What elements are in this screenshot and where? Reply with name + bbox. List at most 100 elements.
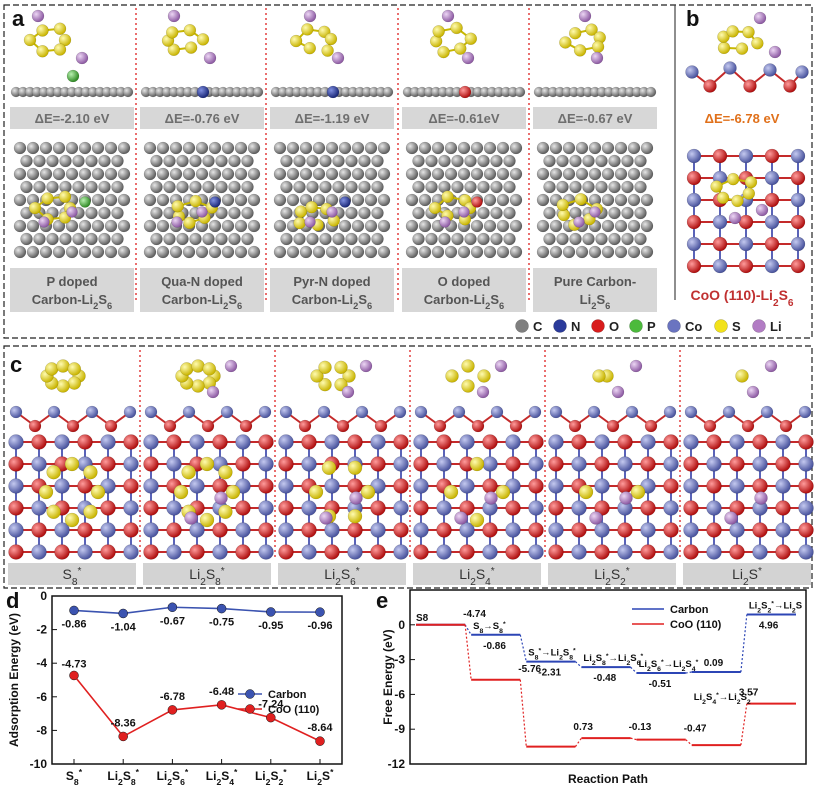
data-label: -6.78 bbox=[160, 691, 185, 703]
coo-delta: -0.13 bbox=[629, 722, 652, 733]
carbon-delta: -0.48 bbox=[593, 673, 616, 684]
panel-letter-b: b bbox=[686, 6, 699, 31]
carbon-delta: 0.09 bbox=[704, 658, 724, 669]
energy-label: ΔE=-0.61eV bbox=[428, 111, 499, 126]
x-tick-label: Li2S2* bbox=[255, 767, 287, 787]
legend-label: CoO (110) bbox=[670, 619, 722, 631]
connector bbox=[630, 666, 637, 674]
legend-swatch bbox=[553, 319, 567, 333]
data-label: -8.36 bbox=[111, 717, 136, 729]
connector bbox=[464, 624, 472, 636]
structure-label: Qua-N doped bbox=[161, 274, 243, 289]
step-label: Li2S2*→Li2S bbox=[749, 600, 802, 614]
data-point bbox=[216, 700, 227, 710]
energy-label: ΔE=-2.10 eV bbox=[35, 111, 110, 126]
carbon-delta: -2.31 bbox=[538, 668, 561, 679]
coo-delta: -0.47 bbox=[684, 724, 707, 735]
data-label: -1.04 bbox=[111, 621, 137, 633]
data-point bbox=[315, 736, 325, 746]
connector bbox=[685, 671, 692, 674]
structure-label: Carbon-Li2S6 bbox=[32, 292, 112, 311]
energy-label: ΔE=-0.76 eV bbox=[165, 111, 240, 126]
connector bbox=[685, 739, 693, 746]
legend-label: Li bbox=[770, 319, 782, 334]
y-tick-label: -3 bbox=[394, 653, 405, 667]
data-label: -0.95 bbox=[258, 620, 283, 632]
legend-swatch bbox=[752, 319, 766, 333]
y-tick-label: -10 bbox=[30, 757, 48, 771]
legend-label: S bbox=[732, 319, 741, 334]
species-label: Li2S* bbox=[732, 566, 762, 588]
structure-label-b: CoO (110)-Li2S6 bbox=[690, 287, 793, 309]
coo-delta: 0.73 bbox=[573, 722, 593, 733]
plot-frame-d bbox=[51, 595, 343, 765]
y-tick-label: -12 bbox=[388, 757, 406, 771]
panel-a-column: ΔE=-0.67 eV Pure Carbon- Li2S6 bbox=[533, 9, 657, 312]
data-point bbox=[118, 731, 128, 742]
panel-a-column: ΔE=-0.76 eV Qua-N doped Carbon-Li2S6 bbox=[140, 9, 264, 312]
data-label: -6.48 bbox=[209, 686, 234, 698]
panel-a-column: ΔE=-1.19 eV Pyr-N doped Carbon-Li2S6 bbox=[270, 9, 394, 312]
x-axis-label: Reaction Path bbox=[568, 772, 648, 786]
data-point bbox=[266, 607, 276, 617]
y-tick-label: -6 bbox=[394, 687, 405, 701]
connector bbox=[519, 679, 527, 747]
connector bbox=[630, 737, 637, 741]
x-tick-label: Li2S6* bbox=[157, 767, 189, 787]
panel-letter-a: a bbox=[12, 6, 25, 31]
y-tick-label: -2 bbox=[36, 623, 47, 637]
carbon-delta: 4.96 bbox=[759, 620, 779, 631]
step-label: S8→S8* bbox=[473, 620, 506, 634]
x-tick-label: Li2S4* bbox=[206, 767, 238, 787]
data-point bbox=[69, 670, 79, 681]
step-label: Li2S8*→Li2S6* bbox=[583, 653, 643, 667]
data-point bbox=[216, 603, 227, 614]
panel-letter-e: e bbox=[376, 588, 388, 613]
y-tick-label: 0 bbox=[398, 618, 405, 632]
species-label: Li2S4* bbox=[459, 566, 494, 588]
data-point bbox=[266, 712, 276, 723]
structure-label: O doped bbox=[438, 274, 491, 289]
panel-letter-c: c bbox=[10, 352, 22, 377]
coo-delta: 3.57 bbox=[739, 688, 759, 699]
legend-label: Co bbox=[685, 319, 702, 334]
x-tick-label: Li2S8* bbox=[107, 767, 139, 787]
legend-label: Carbon bbox=[670, 604, 709, 616]
series-line bbox=[73, 606, 321, 615]
legend-label: C bbox=[533, 319, 543, 334]
energy-label: ΔE=-0.67 eV bbox=[558, 111, 633, 126]
data-point bbox=[315, 607, 325, 617]
legend-label: O bbox=[609, 319, 619, 334]
species-label: S8* bbox=[63, 566, 82, 588]
structure-label: Pyr-N doped bbox=[293, 274, 370, 289]
plot-frame-e bbox=[409, 589, 807, 765]
connector bbox=[519, 634, 527, 662]
structure-label: Pure Carbon- bbox=[554, 274, 636, 289]
y-axis-label: Adsorption Energy (eV) bbox=[7, 613, 21, 747]
energy-label-b: ΔE=-6.78 eV bbox=[705, 111, 780, 126]
structure-label: Carbon-Li2S6 bbox=[292, 292, 372, 311]
data-label: -8.64 bbox=[307, 722, 333, 734]
y-tick-label: -9 bbox=[394, 722, 405, 736]
legend-swatch bbox=[714, 319, 728, 333]
panel-letter-d: d bbox=[6, 588, 19, 613]
data-point bbox=[118, 608, 128, 619]
series-line bbox=[73, 674, 321, 742]
connector bbox=[574, 737, 582, 747]
y-tick-label: -6 bbox=[36, 690, 47, 704]
species-label: Li2S6* bbox=[324, 566, 359, 588]
data-point bbox=[69, 605, 79, 616]
step-label: Li2S6*→Li2S4* bbox=[639, 659, 699, 673]
structure-label: Li2S6 bbox=[580, 292, 611, 311]
y-tick-label: 0 bbox=[40, 589, 47, 603]
legend-marker bbox=[245, 689, 255, 699]
x-tick-label: S8* bbox=[66, 767, 83, 787]
legend-label: Carbon bbox=[268, 689, 307, 701]
structure-label: P doped bbox=[46, 274, 97, 289]
species-label: Li2S8* bbox=[189, 566, 224, 588]
start-label: S8 bbox=[416, 613, 429, 624]
data-point bbox=[167, 602, 178, 613]
legend-swatch bbox=[515, 319, 529, 333]
data-label: -0.75 bbox=[209, 617, 234, 629]
